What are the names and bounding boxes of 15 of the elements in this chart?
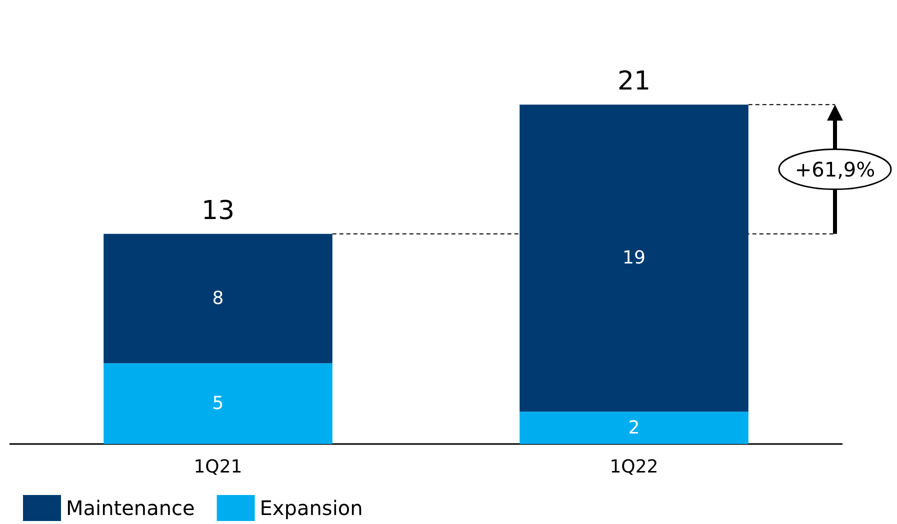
total-label: 21	[617, 66, 651, 97]
total-label: 13	[201, 196, 235, 226]
data-label: 19	[622, 248, 646, 269]
legend-label: Maintenance	[66, 496, 195, 520]
bar	[520, 412, 748, 444]
x-tick-label: 1Q22	[610, 456, 658, 478]
data-label: 5	[212, 393, 224, 414]
bar	[520, 104, 748, 412]
annotation: +61,9%	[794, 157, 876, 182]
legend-label: Expansion	[260, 496, 363, 520]
data-label: 8	[212, 288, 224, 310]
data-label: 2	[628, 417, 640, 438]
bar	[104, 234, 332, 364]
bar	[104, 363, 332, 444]
x-tick-label: 1Q21	[194, 456, 242, 478]
